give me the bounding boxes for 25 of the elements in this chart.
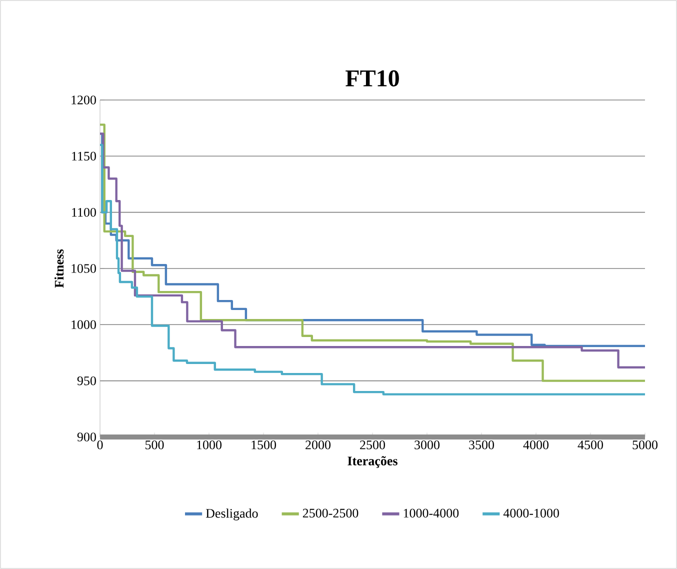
x-tick-label: 500 bbox=[146, 440, 164, 450]
x-tick-label: 4000 bbox=[523, 440, 549, 450]
x-axis-title: Iterações bbox=[348, 456, 398, 468]
x-tick-label: 5000 bbox=[632, 440, 658, 450]
legend-label: 1000-4000 bbox=[404, 508, 459, 518]
y-tick-label: 900 bbox=[77, 432, 96, 442]
y-tick-label: 1050 bbox=[72, 264, 96, 273]
x-tick-label: 3500 bbox=[469, 440, 494, 450]
y-tick-label: 1000 bbox=[72, 320, 96, 330]
y-tick-label: 950 bbox=[77, 376, 96, 386]
x-tick-label: 0 bbox=[97, 440, 103, 450]
x-tick-label: 1000 bbox=[197, 440, 222, 450]
y-tick-label: 1200 bbox=[72, 96, 96, 104]
y-tick-label: 1150 bbox=[72, 152, 96, 161]
x-tick-label: 4500 bbox=[578, 440, 604, 450]
x-tick-label: 2500 bbox=[360, 440, 386, 450]
x-tick-label: 1500 bbox=[252, 440, 276, 450]
x-tick-label: 3000 bbox=[414, 440, 440, 450]
x-tick-label: 2000 bbox=[306, 440, 331, 450]
chart-title: FT10 bbox=[346, 70, 399, 86]
legend-label: 2500-2500 bbox=[302, 508, 358, 518]
legend-label: Desligado bbox=[206, 508, 258, 520]
y-axis-title: Fitness bbox=[54, 249, 64, 288]
y-tick-label: 1100 bbox=[72, 208, 96, 217]
legend-label: 4000-1000 bbox=[503, 508, 559, 518]
